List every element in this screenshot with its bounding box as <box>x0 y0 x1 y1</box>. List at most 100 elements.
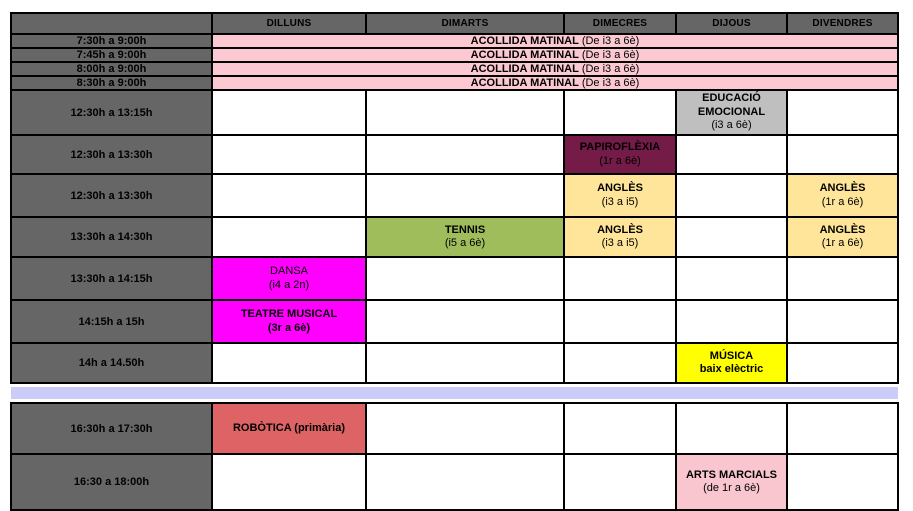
activity-subtitle: (1r a 6è) <box>599 154 641 167</box>
empty-cell <box>675 256 788 301</box>
time-cell: 12:30h a 13:15h <box>10 89 213 136</box>
time-cell: 7:30h a 9:00h <box>10 33 213 49</box>
empty-cell <box>786 453 899 511</box>
activity-title: PAPIROFLÈXIA <box>579 141 661 154</box>
empty-cell <box>786 342 899 384</box>
activity-subtitle: (3r a 6è) <box>267 321 311 334</box>
empty-cell <box>563 256 677 301</box>
empty-cell <box>786 299 899 344</box>
activity-cell-acollida-matinal: ACOLLIDA MATINAL (De i3 a 6è) <box>211 61 899 77</box>
activity-title: TEATRE MUSICAL <box>240 308 338 321</box>
activity-cell-teatre-musical: TEATRE MUSICAL (3r a 6è) <box>211 299 367 344</box>
activity-cell-tennis: TENNIS (i5 a 6è) <box>365 216 565 258</box>
time-cell: 13:30h a 14:15h <box>10 256 213 301</box>
time-cell: 14h a 14.50h <box>10 342 213 384</box>
column-header-dimarts: DIMARTS <box>365 12 565 35</box>
activity-subtitle: (de 1r a 6è) <box>703 482 760 494</box>
empty-cell <box>211 173 367 218</box>
timetable-body: 7:30h a 9:00h ACOLLIDA MATINAL (De i3 a 6è… <box>10 33 899 511</box>
empty-cell <box>563 402 677 455</box>
empty-cell <box>786 256 899 301</box>
timetable-row: 12:30h a 13:30h ANGLÈS (i3 a i5) ANGLÈS (1r … <box>10 173 899 218</box>
activity-cell-educacio-emocional: EDUCACIÓ EMOCIONAL (i3 a 6è) <box>675 89 788 136</box>
activity-title: ANGLÈS <box>819 223 866 236</box>
activity-cell-acollida-matinal: ACOLLIDA MATINAL (De i3 a 6è) <box>211 33 899 49</box>
timetable-row: 7:30h a 9:00h ACOLLIDA MATINAL (De i3 a 6è… <box>10 33 899 49</box>
timetable-row: 8:00h a 9:00h ACOLLIDA MATINAL (De i3 a 6è… <box>10 61 899 77</box>
column-header-dijous: DIJOUS <box>675 12 788 35</box>
empty-cell <box>675 216 788 258</box>
column-header-empty <box>10 12 213 35</box>
empty-cell <box>211 89 367 136</box>
empty-cell <box>365 89 565 136</box>
empty-cell <box>786 134 899 175</box>
activity-title: ACOLLIDA MATINAL <box>470 34 579 47</box>
time-cell: 16:30h a 17:30h <box>10 402 213 455</box>
timetable-row: 7:45h a 9:00h ACOLLIDA MATINAL (De i3 a 6è… <box>10 47 899 63</box>
activity-title: ACOLLIDA MATINAL <box>470 62 579 75</box>
activity-subtitle: (i3 a i5) <box>601 237 639 249</box>
activity-subtitle: (1r a 6è) <box>821 237 864 249</box>
empty-cell <box>365 402 565 455</box>
activity-subtitle: (De i3 a 6è) <box>581 76 640 89</box>
time-cell: 12:30h a 13:30h <box>10 173 213 218</box>
activity-title: TENNIS <box>444 223 486 236</box>
time-cell: 8:30h a 9:00h <box>10 75 213 91</box>
timetable-row: 12:30h a 13:30h PAPIROFLÈXIA (1r a 6è) <box>10 134 899 175</box>
timetable-row: 8:30h a 9:00h ACOLLIDA MATINAL (De i3 a 6è… <box>10 75 899 91</box>
time-cell: 14:15h a 15h <box>10 299 213 344</box>
empty-cell <box>211 342 367 384</box>
activity-title: ANGLÈS <box>819 182 866 195</box>
activity-cell-papiroflexia: PAPIROFLÈXIA (1r a 6è) <box>563 134 677 175</box>
activity-title: ANGLÈS <box>597 182 643 195</box>
empty-cell <box>786 89 899 136</box>
empty-cell <box>365 342 565 384</box>
empty-cell <box>365 453 565 511</box>
time-cell: 13:30h a 14:30h <box>10 216 213 258</box>
empty-cell <box>563 299 677 344</box>
activity-cell-musica: MÚSICA baix elèctric <box>675 342 788 384</box>
empty-cell <box>211 134 367 175</box>
separator-bar <box>11 387 898 399</box>
empty-cell <box>211 453 367 511</box>
activity-subtitle: baix elèctric <box>699 363 764 375</box>
timetable-row: 14:15h a 15h TEATRE MUSICAL (3r a 6è) <box>10 299 899 344</box>
activity-title: DANSA <box>270 265 308 278</box>
timetable-row: 16:30h a 17:30h ROBÒTICA (primària) <box>10 402 899 455</box>
activity-title: ACOLLIDA MATINAL <box>470 48 579 61</box>
time-cell: 7:45h a 9:00h <box>10 47 213 63</box>
activity-subtitle: (i4 a 2n) <box>268 278 310 291</box>
time-cell: 16:30 a 18:00h <box>10 453 213 511</box>
activity-subtitle: (De i3 a 6è) <box>581 62 640 75</box>
activity-subtitle: (De i3 a 6è) <box>581 48 640 61</box>
timetable-header: DILLUNS DIMARTS DIMECRES DIJOUS DIVENDRES <box>10 12 899 35</box>
activity-subtitle: (1r a 6è) <box>821 195 864 208</box>
timetable-row: 16:30 a 18:00h ARTS MARCIALS (de 1r a 6è) <box>10 453 899 511</box>
timetable-table: DILLUNS DIMARTS DIMECRES DIJOUS DIVENDRES 7:… <box>10 12 899 511</box>
activity-subtitle: (i3 a i5) <box>601 195 639 208</box>
empty-cell <box>563 342 677 384</box>
timetable-row: 13:30h a 14:15h DANSA (i4 a 2n) <box>10 256 899 301</box>
empty-cell <box>675 134 788 175</box>
separator-row <box>11 383 898 403</box>
activity-title: ANGLÈS <box>597 223 643 236</box>
empty-cell <box>365 173 565 218</box>
activity-title: ARTS MARCIALS <box>685 468 778 481</box>
activity-cell-angles: ANGLÈS (i3 a i5) <box>563 173 677 218</box>
activity-title: ACOLLIDA MATINAL <box>470 76 579 89</box>
activity-cell-acollida-matinal: ACOLLIDA MATINAL (De i3 a 6è) <box>211 75 899 91</box>
activity-cell-angles: ANGLÈS (1r a 6è) <box>786 216 899 258</box>
empty-cell <box>563 453 677 511</box>
timetable-row: 13:30h a 14:30h TENNIS (i5 a 6è) ANGLÈS (i3 … <box>10 216 899 258</box>
activity-cell-acollida-matinal: ACOLLIDA MATINAL (De i3 a 6è) <box>211 47 899 63</box>
empty-cell <box>675 173 788 218</box>
activity-cell-dansa: DANSA (i4 a 2n) <box>211 256 367 301</box>
empty-cell <box>675 402 788 455</box>
separator-cell <box>11 383 898 403</box>
column-header-dilluns: DILLUNS <box>211 12 367 35</box>
activity-subtitle: (De i3 a 6è) <box>581 34 640 47</box>
activity-subtitle: (i3 a 6è) <box>711 119 752 132</box>
empty-cell <box>365 134 565 175</box>
activity-subtitle: (i5 a 6è) <box>444 237 486 249</box>
activity-cell-robotica-primaria: ROBÒTICA (primària) <box>211 402 367 455</box>
